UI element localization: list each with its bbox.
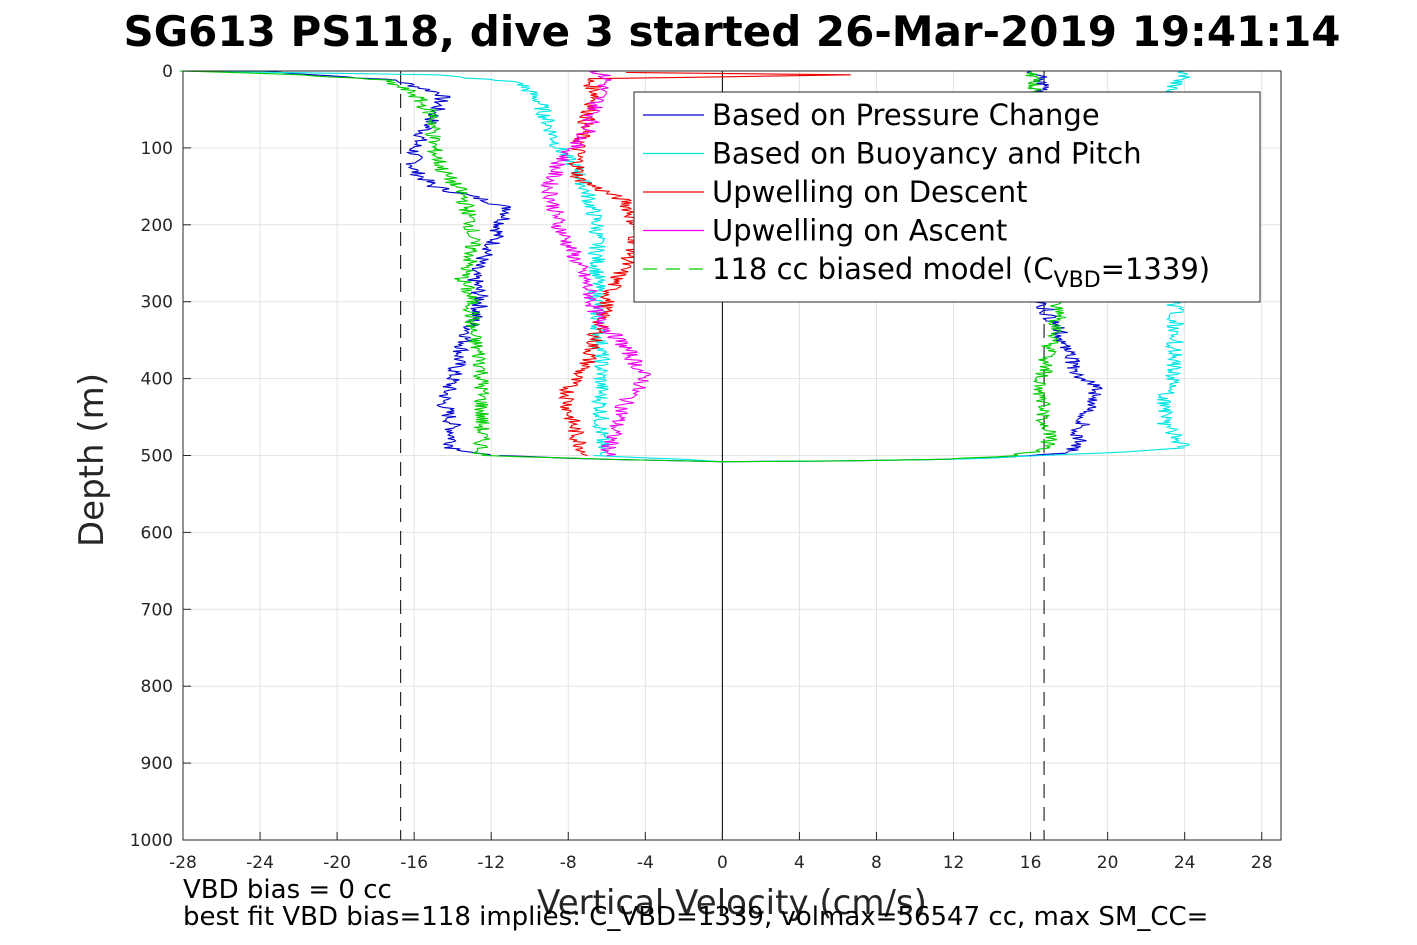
x-axis-label: Vertical Velocity (cm/s)	[537, 883, 927, 923]
y-tick-label: 500	[141, 447, 173, 467]
y-axis-label: Depth (m)	[72, 373, 112, 547]
y-tick-label: 0	[162, 62, 173, 82]
x-tick-label: 28	[1251, 853, 1273, 873]
series-line-5	[483, 447, 1050, 463]
y-tick-label: 700	[141, 600, 173, 620]
legend-label: Upwelling on Ascent	[712, 214, 1007, 248]
y-tick-label: 900	[141, 754, 173, 774]
y-tick-label: 800	[141, 677, 173, 697]
x-tick-label: 8	[871, 853, 882, 873]
y-tick-label: 100	[141, 139, 173, 159]
x-tick-label: -28	[169, 853, 197, 873]
footer-best-fit: best fit VBD bias=118 implies: C_VBD=133…	[183, 902, 1209, 932]
x-tick-label: -8	[560, 853, 577, 873]
y-tick-label: 400	[141, 370, 173, 390]
x-tick-label: -4	[637, 853, 654, 873]
y-tick-label: 200	[141, 216, 173, 236]
x-tick-label: 16	[1020, 853, 1042, 873]
x-tick-label: -16	[400, 853, 428, 873]
x-tick-label: -12	[477, 853, 505, 873]
legend-label: Based on Pressure Change	[712, 98, 1100, 132]
x-tick-label: 24	[1174, 853, 1196, 873]
legend-label: Based on Buoyancy and Pitch	[712, 137, 1142, 171]
series-line-4	[540, 70, 652, 457]
x-tick-label: 12	[943, 853, 965, 873]
x-tick-label: 0	[717, 853, 728, 873]
legend-label: Upwelling on Descent	[712, 175, 1028, 209]
legend: Based on Pressure Change Based on Buoyanc…	[633, 91, 1261, 303]
x-tick-label: 20	[1097, 853, 1119, 873]
y-tick-label: 300	[141, 293, 173, 313]
x-tick-label: -24	[246, 853, 274, 873]
series-line-2	[179, 70, 612, 456]
y-tick-label: 1000	[130, 831, 173, 851]
chart-title: SG613 PS118, dive 3 started 26-Mar-2019 …	[123, 7, 1340, 56]
footer-vbd-bias: VBD bias = 0 cc	[183, 875, 392, 905]
series-line-1	[259, 70, 512, 457]
x-tick-label: -20	[323, 853, 351, 873]
series-line-2	[593, 447, 1185, 463]
legend-box	[633, 91, 1261, 303]
legend-label: 118 cc biased model (CVBD=1339)	[712, 252, 1210, 293]
x-tick-label: 4	[794, 853, 805, 873]
y-ticks: 0 100 200 300 400 500 600 700 800 900 1000	[130, 62, 191, 851]
series-line-5	[179, 70, 491, 457]
x-ticks: -28 -24 -20 -16 -12 -8 -4 0 4 8 12 16 20 24 28	[169, 832, 1273, 873]
y-tick-label: 600	[141, 523, 173, 543]
series-line-3	[557, 71, 851, 457]
